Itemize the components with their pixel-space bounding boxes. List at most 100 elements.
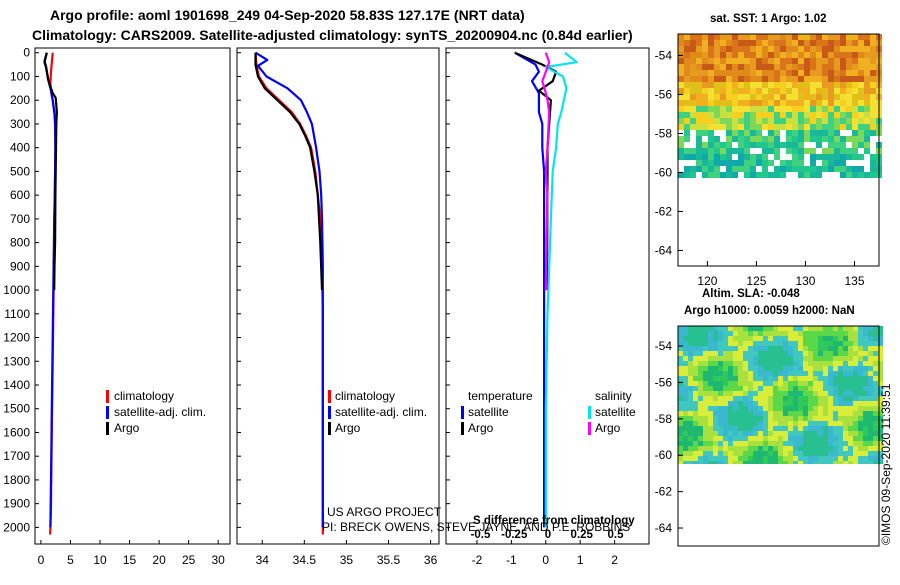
pi-annotation: PI: BRECK OWENS, STEVE JAYNE, AND P.E. R… <box>322 520 630 534</box>
sst-cell <box>816 172 822 178</box>
sla-cell <box>873 361 878 366</box>
sla-cell <box>763 326 768 331</box>
sst-cell <box>870 118 876 124</box>
sla-cell <box>748 401 753 406</box>
sla-cell <box>738 356 743 361</box>
sst-cell <box>696 166 702 172</box>
series-line-temperature-satellite <box>514 51 546 528</box>
sst-cell <box>732 52 738 58</box>
sst-cell <box>702 52 708 58</box>
sla-cell <box>858 376 863 381</box>
sla-cell <box>733 326 738 331</box>
depth-tick-label: 400 <box>10 141 30 155</box>
sla-cell <box>858 361 863 366</box>
sst-cell <box>708 40 714 46</box>
sla-cell <box>703 381 708 386</box>
sst-cell <box>738 52 744 58</box>
sla-cell <box>723 396 728 401</box>
sla-cell <box>828 366 833 371</box>
sla-cell <box>683 406 688 411</box>
sst-cell <box>696 88 702 94</box>
sla-cell <box>813 426 818 431</box>
sla-cell <box>868 401 873 406</box>
sla-cell <box>733 341 738 346</box>
sst-cell <box>846 64 852 70</box>
sla-cell <box>748 451 753 456</box>
sla-cell <box>833 451 838 456</box>
sla-cell <box>803 426 808 431</box>
sla-cell <box>828 411 833 416</box>
sst-cell <box>858 64 864 70</box>
sst-cell <box>708 130 714 136</box>
sla-cell <box>863 456 868 461</box>
sla-cell <box>823 411 828 416</box>
sla-cell <box>748 456 753 461</box>
sst-cell <box>738 136 744 142</box>
sla-cell <box>793 396 798 401</box>
sla-cell <box>733 351 738 356</box>
sla-cell <box>683 326 688 331</box>
sla-cell <box>788 381 793 386</box>
sla-cell <box>683 411 688 416</box>
sla-cell <box>723 431 728 436</box>
sst-cell <box>702 160 708 166</box>
sst-cell <box>756 52 762 58</box>
sst-cell <box>714 106 720 112</box>
depth-tick-label: 100 <box>10 69 30 83</box>
sst-cell <box>846 124 852 130</box>
sst-cell <box>858 154 864 160</box>
sla-cell <box>783 326 788 331</box>
sst-cell <box>798 112 804 118</box>
sst-cell <box>726 118 732 124</box>
sla-cell <box>843 376 848 381</box>
sla-cell <box>838 371 843 376</box>
sla-cell <box>723 446 728 451</box>
sla-cell <box>818 396 823 401</box>
sla-cell <box>828 386 833 391</box>
lat-tick-label: -62 <box>655 204 673 218</box>
sla-cell <box>703 371 708 376</box>
sla-cell <box>808 391 813 396</box>
sst-cell <box>792 112 798 118</box>
sla-cell <box>783 356 788 361</box>
sla-cell <box>768 426 773 431</box>
sla-cell <box>788 461 793 464</box>
sla-cell <box>708 376 713 381</box>
sla-cell <box>823 366 828 371</box>
sla-cell <box>753 401 758 406</box>
sla-cell <box>703 326 708 331</box>
sst-cell <box>702 94 708 100</box>
sla-cell <box>743 386 748 391</box>
sla-cell <box>748 436 753 441</box>
sla-cell <box>693 406 698 411</box>
sla-cell <box>723 441 728 446</box>
sst-cell <box>690 58 696 64</box>
sla-cell <box>813 406 818 411</box>
sla-cell <box>718 451 723 456</box>
legend-swatch-climatology <box>106 390 109 403</box>
sst-cell <box>756 130 762 136</box>
sla-cell <box>793 436 798 441</box>
sst-cell <box>834 34 840 40</box>
sst-cell <box>690 34 696 40</box>
sst-cell <box>816 130 822 136</box>
sla-cell <box>768 326 773 331</box>
sla-cell <box>763 391 768 396</box>
sla-cell <box>808 326 813 331</box>
sst-cell <box>780 52 786 58</box>
sst-cell <box>720 160 726 166</box>
sla-cell <box>688 361 693 366</box>
sla-cell <box>833 326 838 331</box>
sla-cell <box>698 346 703 351</box>
sst-cell <box>810 118 816 124</box>
sst-cell <box>858 106 864 112</box>
sla-cell <box>863 346 868 351</box>
sst-cell <box>732 58 738 64</box>
sla-cell <box>878 451 883 456</box>
sla-cell <box>803 421 808 426</box>
sla-cell <box>788 451 793 456</box>
sla-cell <box>843 351 848 356</box>
sst-cell <box>684 100 690 106</box>
sla-cell <box>733 421 738 426</box>
sst-cell <box>756 172 762 178</box>
